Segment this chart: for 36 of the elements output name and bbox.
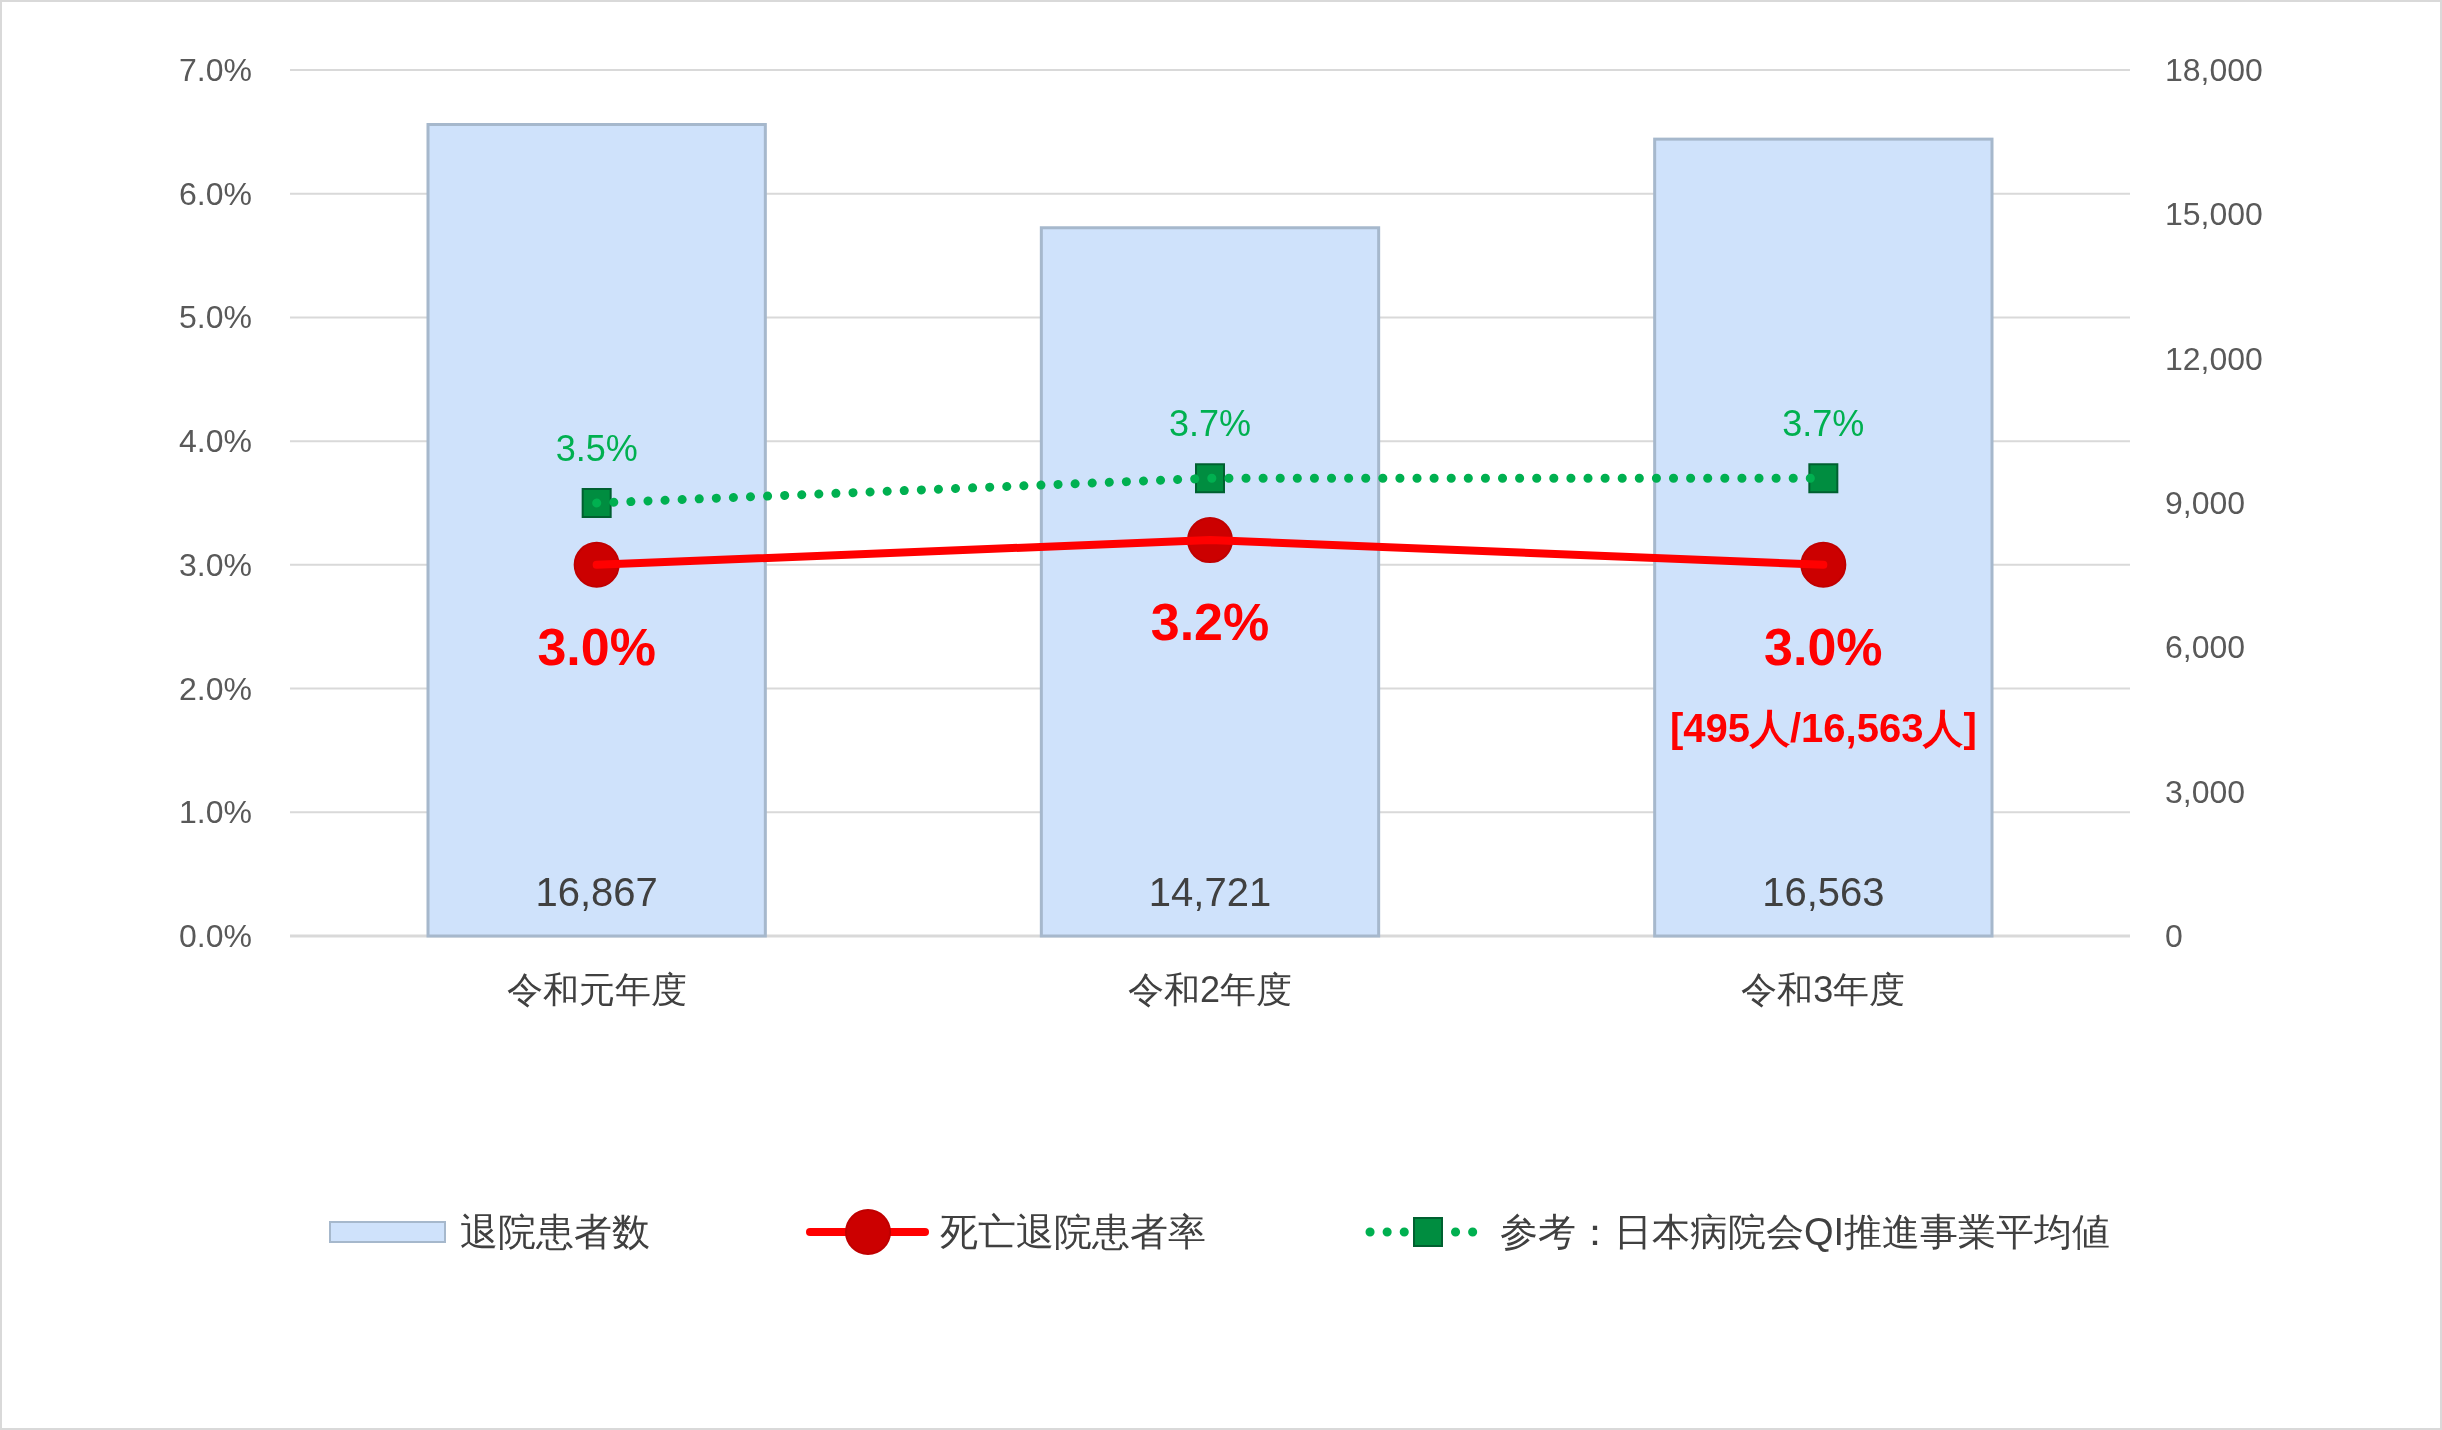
data-label: 14,721: [1148, 870, 1272, 914]
legend-label: 退院患者数: [460, 1211, 650, 1253]
legend-label: 死亡退院患者率: [940, 1211, 1206, 1253]
y2-tick-label: 12,000: [2165, 340, 2263, 377]
legend-label: 参考：日本病院会QI推進事業平均値: [1500, 1211, 2111, 1253]
y-tick-label: 2.0%: [179, 670, 252, 707]
data-label: 16,563: [1762, 870, 1885, 914]
y2-tick-label: 18,000: [2165, 52, 2263, 88]
point: [1808, 463, 1839, 494]
data-label: 3.7%: [1782, 403, 1865, 445]
bar: [1039, 226, 1381, 938]
data-label: 3.2%: [1150, 593, 1270, 652]
y-tick-label: 6.0%: [179, 175, 252, 212]
y2-tick-label: 0: [2165, 918, 2183, 954]
y2-tick-label: 15,000: [2165, 196, 2263, 233]
y-tick-label: 5.0%: [179, 299, 252, 336]
x-tick-label: 令和2年度: [1127, 969, 1293, 1010]
bar: [426, 123, 767, 938]
point: [581, 488, 612, 518]
y2-tick-label: 3,000: [2165, 773, 2246, 810]
y-tick-label: 4.0%: [179, 423, 252, 460]
data-label: 3.5%: [555, 428, 638, 469]
y2-tick-label: 6,000: [2165, 629, 2246, 666]
bar: [1653, 137, 1994, 938]
y2-tick-label: 9,000: [2165, 485, 2246, 521]
x-tick-label: 令和元年度: [506, 969, 687, 1010]
data-label: 3.7%: [1168, 403, 1252, 445]
y-tick-label: 0.0%: [179, 918, 252, 954]
annotation: [495人/16,563人]: [1669, 706, 1977, 750]
x-tick-label: 令和3年度: [1741, 969, 1906, 1010]
y-tick-label: 7.0%: [179, 52, 252, 88]
data-label: 16,867: [535, 870, 658, 914]
data-label: 3.0%: [537, 617, 656, 676]
y-tick-label: 3.0%: [179, 546, 252, 583]
y-tick-label: 1.0%: [179, 794, 252, 831]
data-label: 3.0%: [1764, 617, 1883, 676]
